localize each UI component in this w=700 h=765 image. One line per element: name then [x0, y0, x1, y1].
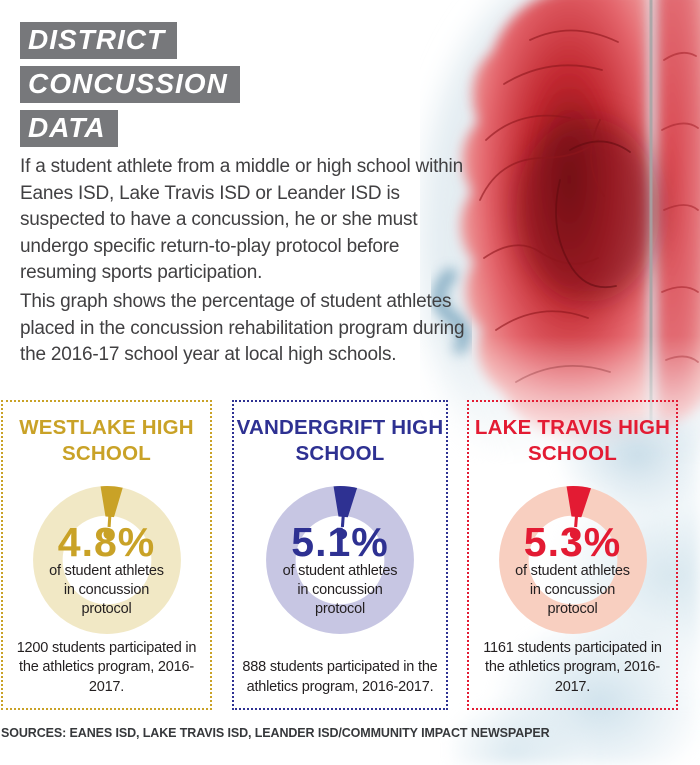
donut-center-label: 5.1% of student athletes in concussion p… [253, 473, 427, 647]
gyri-lines [479, 29, 619, 383]
center-label-line: protocol [547, 601, 598, 617]
donut-chart: 5.3% of student athletes in concussion p… [486, 473, 660, 647]
center-label-line: in concussion [529, 582, 616, 598]
percent-value: 4.8% [57, 519, 156, 565]
school-name: VANDERGRIFT HIGH SCHOOL [236, 416, 444, 465]
participation-note: 1200 students participated in the athlet… [16, 639, 197, 695]
center-label-line: protocol [315, 601, 365, 617]
intro-paragraph-2: This graph shows the percentage of stude… [20, 291, 465, 365]
center-label-line: of student athletes [515, 563, 630, 579]
sources-line: SOURCES: EANES ISD, LAKE TRAVIS ISD, LEA… [1, 726, 550, 740]
participation-note: 1161 students participated in the athlet… [483, 639, 662, 695]
percent-value: 5.3% [523, 519, 622, 565]
center-label-line: in concussion [297, 582, 383, 598]
center-label-line: in concussion [63, 582, 150, 598]
school-card-westlake: WESTLAKE HIGH SCHOOL 4.8% of student ath… [1, 400, 212, 710]
page-title: DISTRICT CONCUSSION DATA [20, 22, 240, 154]
percent-value: 5.1% [291, 519, 389, 565]
center-label-line: of student athletes [282, 563, 398, 579]
school-name: LAKE TRAVIS HIGH SCHOOL [474, 416, 671, 465]
school-card-lake-travis: LAKE TRAVIS HIGH SCHOOL 5.3% of student … [467, 400, 678, 710]
school-card-vandergrift: VANDERGRIFT HIGH SCHOOL 5.1% of student … [232, 400, 448, 710]
donut-center-label: 4.8% of student athletes in concussion p… [20, 473, 194, 647]
donut-chart: 4.8% of student athletes in concussion p… [20, 473, 194, 647]
hemisphere-divider [649, 0, 653, 434]
donut-chart: 5.1% of student athletes in concussion p… [253, 473, 427, 647]
brain-left-lobe [460, 0, 648, 445]
title-line-1: DISTRICT [20, 22, 178, 59]
title-line-3: DATA [20, 110, 118, 147]
intro-paragraph-1: If a student athlete from a middle or hi… [20, 156, 463, 283]
donut-center-label: 5.3% of student athletes in concussion p… [486, 473, 660, 647]
brain-right-lobe [656, 0, 700, 436]
donut-ring [32, 486, 181, 634]
school-name: WESTLAKE HIGH SCHOOL [19, 416, 194, 465]
impact-core [516, 118, 660, 302]
participation-note: 888 students participated in the athleti… [242, 659, 438, 695]
center-label-line: of student athletes [49, 563, 164, 579]
title-line-2: CONCUSSION [20, 66, 240, 103]
center-label-line: protocol [81, 601, 132, 617]
donut-ring [266, 486, 414, 634]
